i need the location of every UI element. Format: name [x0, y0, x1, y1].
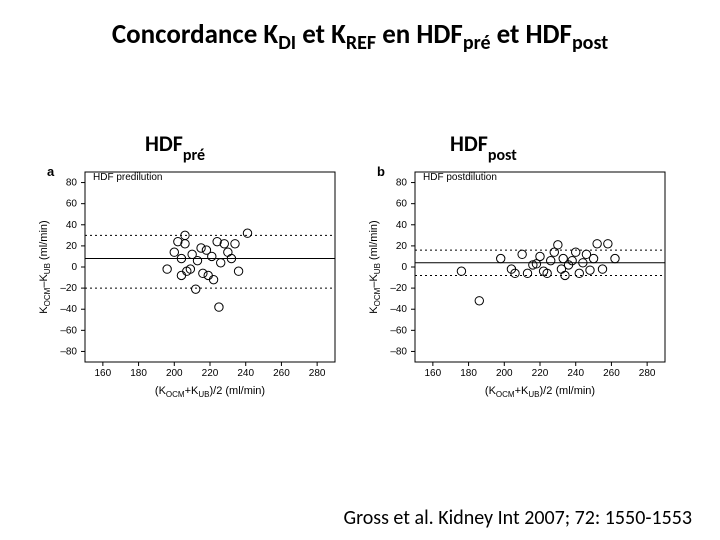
citation: Gross et al. Kidney Int 2007; 72: 1550-1…: [343, 506, 692, 530]
svg-text:200: 200: [166, 368, 183, 379]
svg-text:180: 180: [130, 368, 147, 379]
svg-text:260: 260: [273, 368, 290, 379]
svg-text:–80: –80: [390, 346, 407, 357]
svg-text:60: 60: [396, 199, 408, 210]
svg-text:–40: –40: [390, 304, 407, 315]
svg-text:240: 240: [237, 368, 254, 379]
svg-text:(KOCM+KUB)/2 (ml/min): (KOCM+KUB)/2 (ml/min): [155, 385, 265, 399]
svg-text:a: a: [47, 164, 55, 179]
svg-text:–80: –80: [60, 346, 77, 357]
svg-text:HDF predilution: HDF predilution: [93, 172, 162, 183]
svg-text:220: 220: [532, 368, 549, 379]
svg-text:260: 260: [603, 368, 620, 379]
plots-svg: a HDF predilution –80 –60 –40 –20 0 20 40 60 80 160…: [30, 162, 700, 422]
svg-text:60: 60: [66, 199, 78, 210]
svg-text:220: 220: [202, 368, 219, 379]
svg-text:0: 0: [401, 262, 407, 273]
svg-text:20: 20: [66, 241, 78, 252]
svg-text:–60: –60: [390, 325, 407, 336]
subtitle-right: HDFpost: [450, 130, 517, 161]
svg-text:–60: –60: [60, 325, 77, 336]
svg-text:–20: –20: [390, 283, 407, 294]
svg-text:–40: –40: [60, 304, 77, 315]
svg-text:280: 280: [639, 368, 656, 379]
svg-text:160: 160: [95, 368, 112, 379]
svg-text:KOCM–KUB (ml/min): KOCM–KUB (ml/min): [38, 220, 52, 313]
svg-text:(KOCM+KUB)/2 (ml/min): (KOCM+KUB)/2 (ml/min): [485, 385, 595, 399]
slide-title: Concordance KDI et KREF en HDFpré et HDF…: [0, 18, 720, 51]
svg-text:20: 20: [396, 241, 408, 252]
svg-text:80: 80: [396, 178, 408, 189]
svg-text:180: 180: [460, 368, 477, 379]
svg-text:HDF postdilution: HDF postdilution: [423, 172, 497, 183]
svg-text:b: b: [377, 164, 385, 179]
svg-text:KOCM–KUB (ml/min): KOCM–KUB (ml/min): [368, 220, 382, 313]
svg-text:80: 80: [66, 178, 78, 189]
svg-text:–20: –20: [60, 283, 77, 294]
svg-text:40: 40: [66, 220, 78, 231]
svg-text:160: 160: [425, 368, 442, 379]
svg-text:280: 280: [309, 368, 326, 379]
svg-text:40: 40: [396, 220, 408, 231]
subtitle-left: HDFpré: [145, 130, 205, 161]
svg-text:0: 0: [71, 262, 77, 273]
svg-text:200: 200: [496, 368, 513, 379]
svg-text:240: 240: [567, 368, 584, 379]
